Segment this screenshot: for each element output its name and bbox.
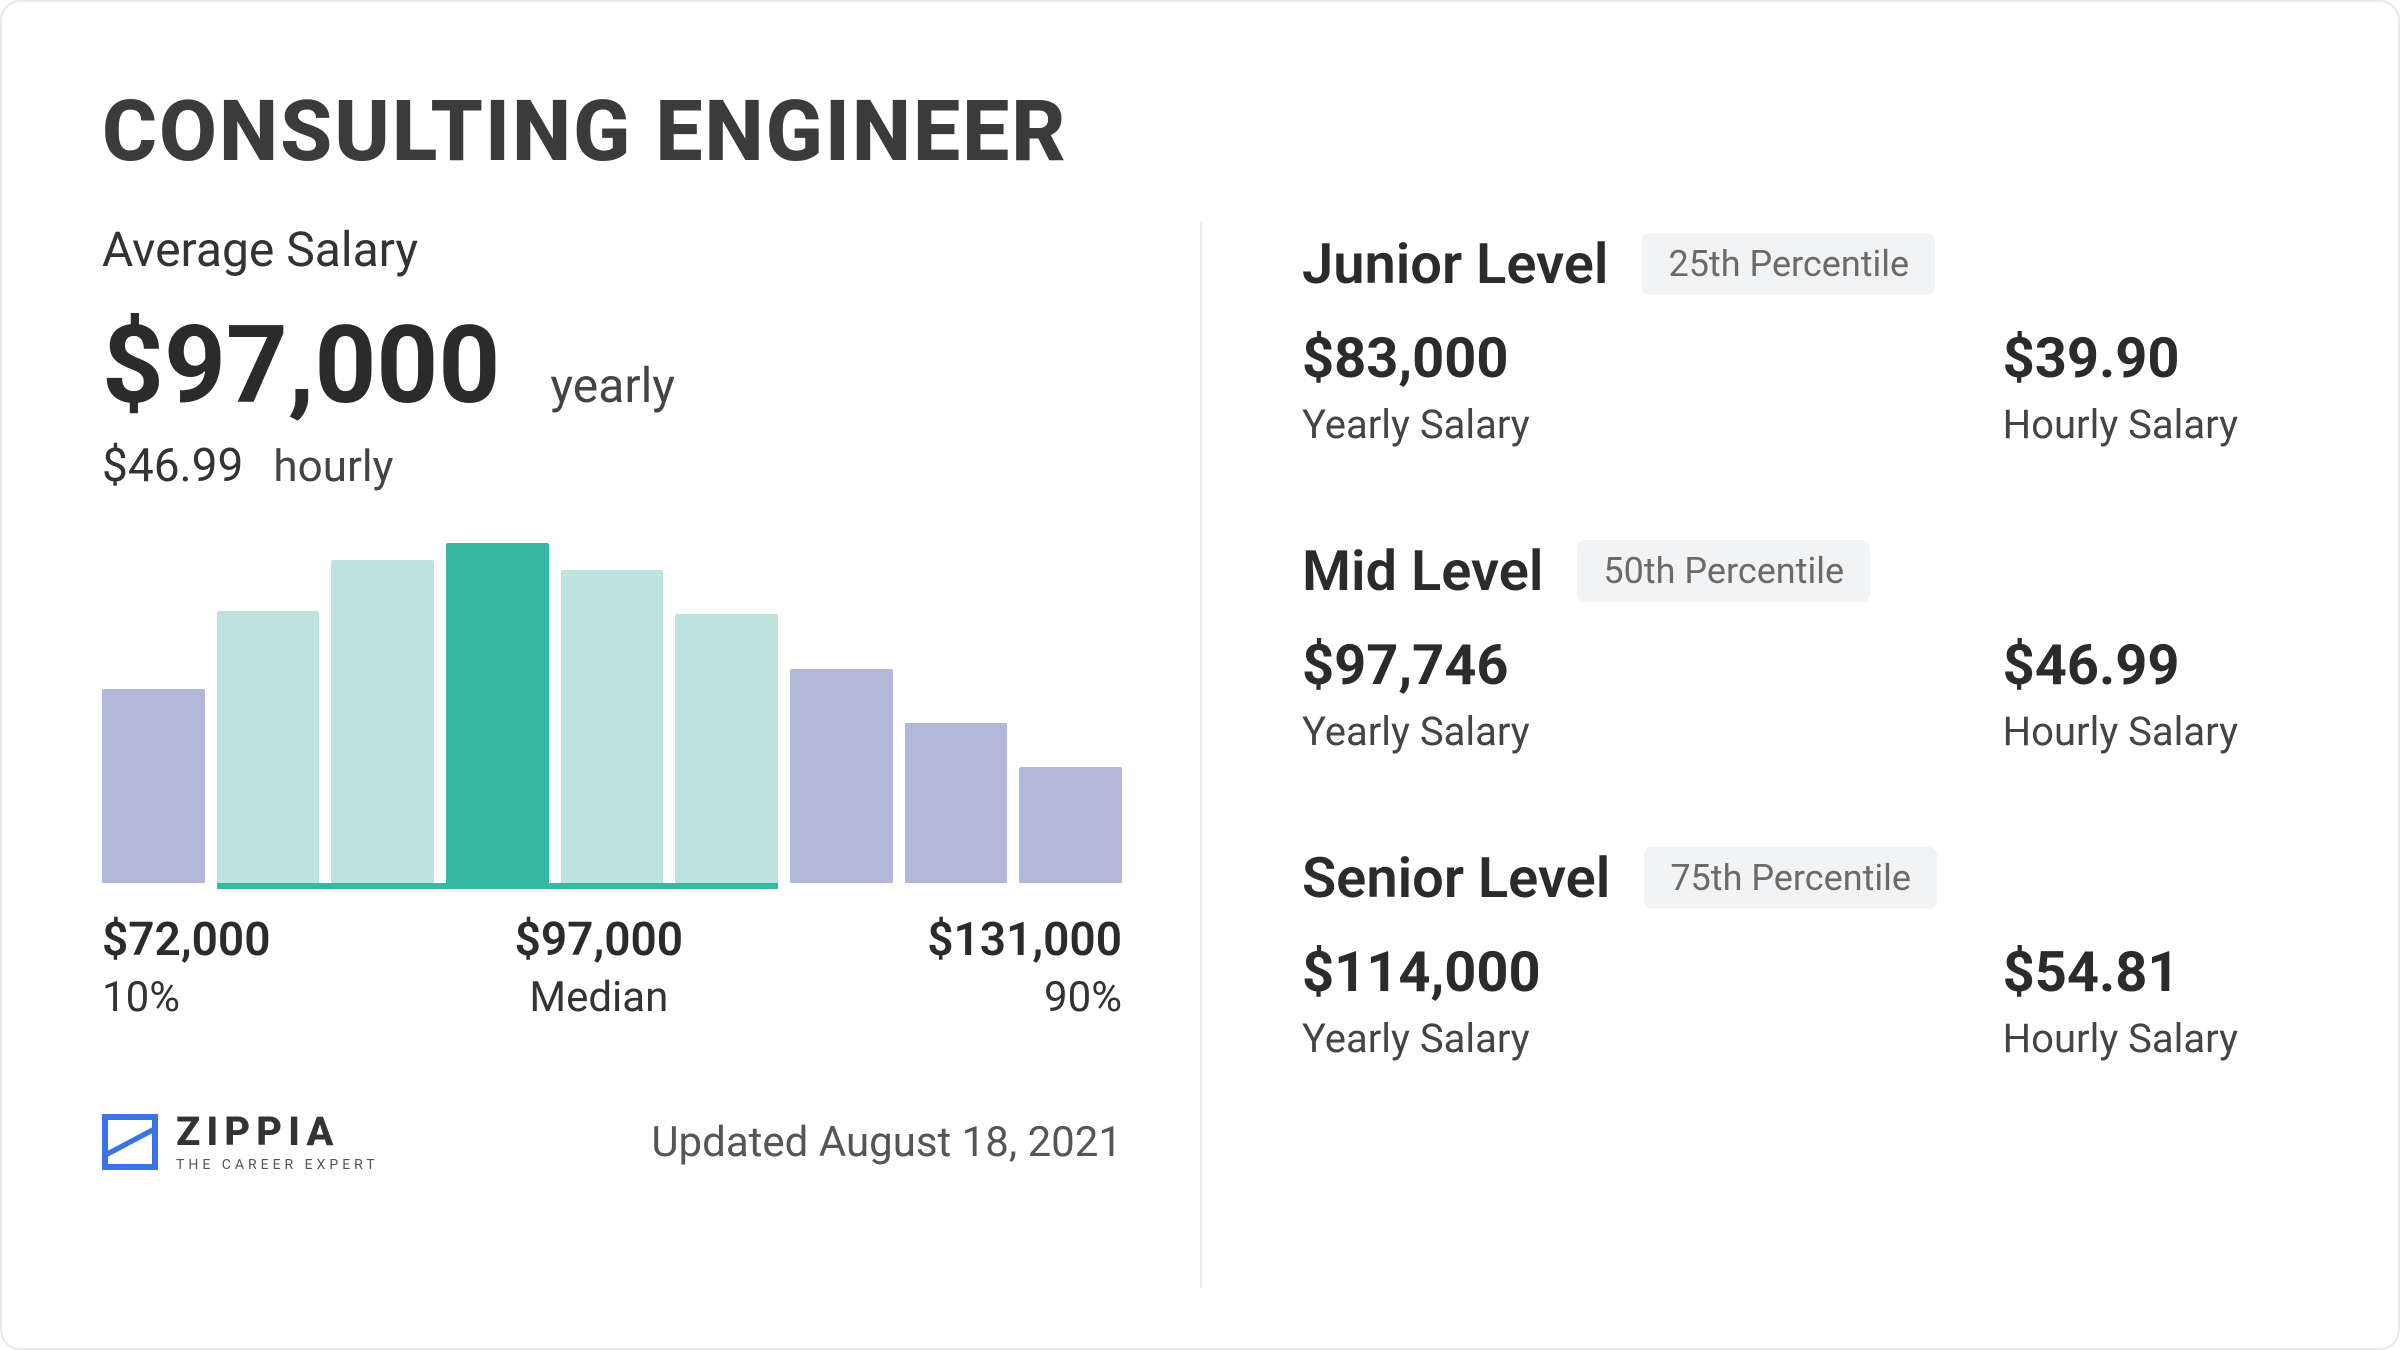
level-hourly-label: Hourly Salary xyxy=(2003,1015,2238,1062)
level-hourly: $46.99 Hourly Salary xyxy=(2003,632,2238,755)
level-yearly-label: Yearly Salary xyxy=(1302,401,1530,448)
chart-bar xyxy=(1019,767,1122,883)
level-head: Junior Level 25th Percentile xyxy=(1302,231,2298,297)
axis-right-label: 90% xyxy=(1044,973,1122,1022)
level-block: Senior Level 75th Percentile $114,000 Yearl… xyxy=(1302,845,2298,1062)
axis-mid-value: $97,000 xyxy=(515,913,683,967)
logo-name: ZIPPIA xyxy=(176,1112,379,1152)
percentile-badge: 75th Percentile xyxy=(1644,847,1937,909)
average-yearly-value: $97,000 xyxy=(102,303,500,429)
salary-distribution-chart xyxy=(102,543,1122,883)
level-yearly-value: $97,746 xyxy=(1302,632,1530,698)
average-hourly-value: $46.99 xyxy=(102,439,243,493)
zippia-logo-text: ZIPPIA THE CAREER EXPERT xyxy=(176,1112,379,1172)
salary-card: CONSULTING ENGINEER Average Salary $97,0… xyxy=(0,0,2400,1350)
zippia-logo-icon xyxy=(102,1114,158,1170)
card-body: Average Salary $97,000 yearly $46.99 hou… xyxy=(102,221,2298,1288)
axis-right-value: $131,000 xyxy=(927,913,1122,967)
chart-underline xyxy=(217,883,778,889)
level-hourly-value: $39.90 xyxy=(2003,325,2238,391)
level-hourly-label: Hourly Salary xyxy=(2003,401,2238,448)
level-hourly-label: Hourly Salary xyxy=(2003,708,2238,755)
average-salary-label: Average Salary xyxy=(102,221,1140,278)
axis-mid: $97,000 Median xyxy=(515,913,683,1022)
levels-panel: Junior Level 25th Percentile $83,000 Yearly… xyxy=(1202,221,2298,1288)
percentile-badge: 25th Percentile xyxy=(1642,233,1935,295)
level-hourly: $39.90 Hourly Salary xyxy=(2003,325,2238,448)
chart-bar xyxy=(561,570,664,883)
level-name: Senior Level xyxy=(1302,845,1610,911)
level-name: Junior Level xyxy=(1302,231,1608,297)
chart-bar xyxy=(217,611,320,883)
level-row: $83,000 Yearly Salary $39.90 Hourly Salary xyxy=(1302,325,2298,448)
updated-date: Updated August 18, 2021 xyxy=(651,1118,1122,1167)
level-hourly-value: $46.99 xyxy=(2003,632,2238,698)
level-block: Mid Level 50th Percentile $97,746 Yearly Sa… xyxy=(1302,538,2298,755)
axis-left-value: $72,000 xyxy=(102,913,270,967)
left-footer: ZIPPIA THE CAREER EXPERT Updated August … xyxy=(102,1112,1122,1172)
level-yearly: $97,746 Yearly Salary xyxy=(1302,632,1530,755)
level-row: $97,746 Yearly Salary $46.99 Hourly Salary xyxy=(1302,632,2298,755)
level-yearly: $83,000 Yearly Salary xyxy=(1302,325,1530,448)
left-panel: Average Salary $97,000 yearly $46.99 hou… xyxy=(102,221,1202,1288)
chart-bar xyxy=(102,689,205,883)
level-yearly-label: Yearly Salary xyxy=(1302,708,1530,755)
chart-bar xyxy=(790,669,893,883)
chart-bar xyxy=(446,543,549,883)
zippia-logo: ZIPPIA THE CAREER EXPERT xyxy=(102,1112,379,1172)
axis-left-label: 10% xyxy=(102,973,180,1022)
level-yearly-value: $83,000 xyxy=(1302,325,1530,391)
level-yearly-value: $114,000 xyxy=(1302,939,1541,1005)
level-block: Junior Level 25th Percentile $83,000 Yearly… xyxy=(1302,231,2298,448)
chart-bar xyxy=(905,723,1008,883)
level-hourly-value: $54.81 xyxy=(2003,939,2238,1005)
chart-bar xyxy=(331,560,434,883)
axis-right: $131,000 90% xyxy=(927,913,1122,1022)
axis-mid-label: Median xyxy=(529,973,668,1022)
level-hourly: $54.81 Hourly Salary xyxy=(2003,939,2238,1062)
page-title: CONSULTING ENGINEER xyxy=(102,82,2298,181)
percentile-badge: 50th Percentile xyxy=(1577,540,1870,602)
level-head: Senior Level 75th Percentile xyxy=(1302,845,2298,911)
average-hourly-unit: hourly xyxy=(273,440,393,492)
chart-bar xyxy=(675,614,778,883)
level-yearly-label: Yearly Salary xyxy=(1302,1015,1541,1062)
average-hourly-row: $46.99 hourly xyxy=(102,439,1140,493)
level-yearly: $114,000 Yearly Salary xyxy=(1302,939,1541,1062)
level-head: Mid Level 50th Percentile xyxy=(1302,538,2298,604)
logo-tagline: THE CAREER EXPERT xyxy=(176,1158,379,1172)
level-row: $114,000 Yearly Salary $54.81 Hourly Salary xyxy=(1302,939,2298,1062)
chart-axis: $72,000 10% $97,000 Median $131,000 90% xyxy=(102,913,1122,1022)
level-name: Mid Level xyxy=(1302,538,1543,604)
axis-left: $72,000 10% xyxy=(102,913,270,1022)
average-yearly-unit: yearly xyxy=(550,357,675,414)
average-yearly-row: $97,000 yearly xyxy=(102,303,1140,429)
